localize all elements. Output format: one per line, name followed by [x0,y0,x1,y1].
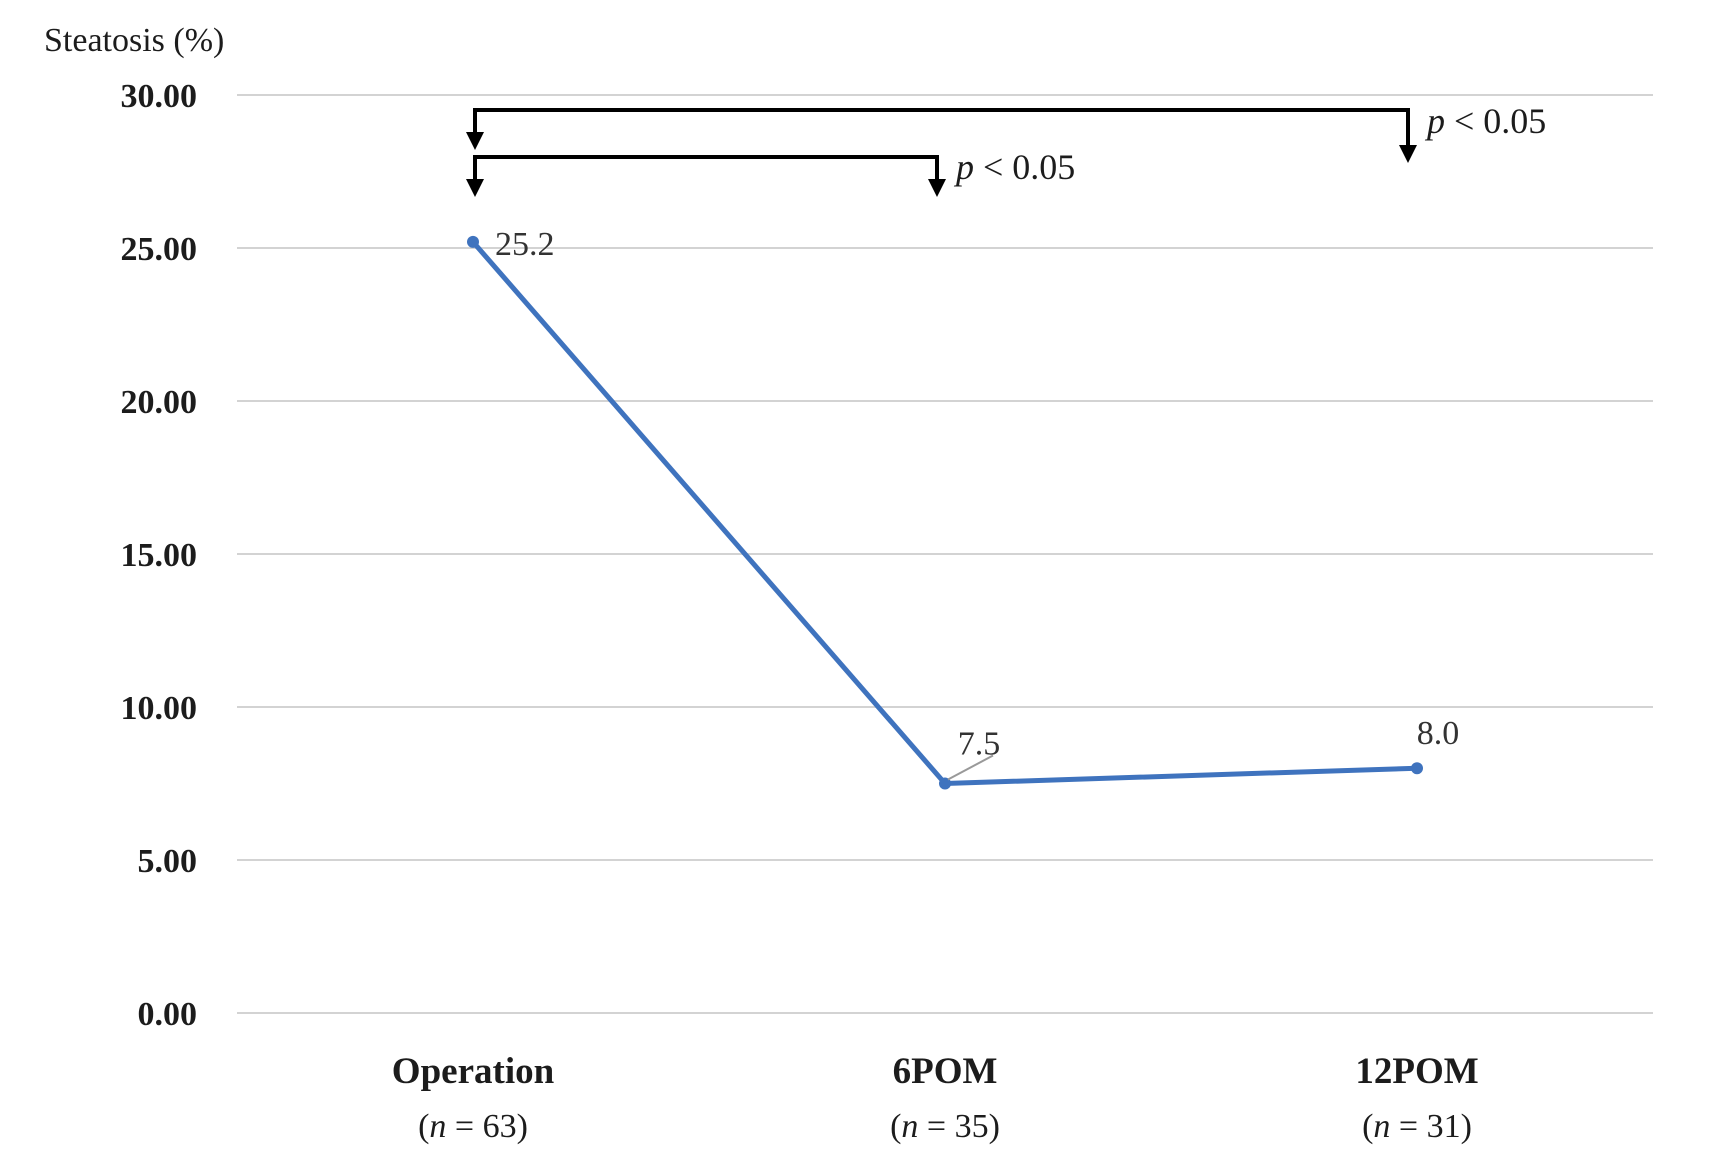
category-label: Operation [392,1051,555,1092]
gridlines [237,94,1653,1014]
y-tick-label: 5.00 [138,843,198,880]
p-value-label: p < 0.05 [953,147,1075,187]
category-label: 12POM [1355,1051,1478,1092]
category-n-label: (n = 63) [418,1108,528,1145]
y-tick-label: 25.00 [121,231,198,268]
significance-bracket: p < 0.05 [466,101,1546,163]
significance-bracket: p < 0.05 [466,147,1075,197]
arrowhead-down-icon [1399,145,1417,163]
arrowhead-down-icon [466,132,484,150]
data-point-label: 25.2 [495,226,555,263]
x-axis-category-labels: Operation (n = 63) 6POM (n = 35) 12POM (n = 3… [392,1051,1479,1145]
data-point [467,235,479,248]
data-label-leader-lines [947,754,994,781]
bracket-line [473,155,939,185]
y-axis-tick-labels: 0.00 5.00 10.00 15.00 20.00 25.00 30.00 [121,78,198,1033]
category-n-label: (n = 31) [1362,1108,1472,1145]
y-axis-title: Steatosis (%) [44,22,224,59]
y-tick-label: 0.00 [138,996,198,1033]
category-n-label: (n = 35) [890,1108,1000,1145]
y-tick-label: 20.00 [121,384,198,421]
data-point [1411,762,1423,775]
leader-line [947,754,994,781]
y-tick-label: 30.00 [121,78,198,115]
data-point-label: 7.5 [958,726,1001,763]
series-line [470,239,1420,786]
data-point-labels: 25.2 7.5 8.0 [495,226,1459,763]
y-tick-label: 15.00 [121,537,198,574]
significance-annotations: p < 0.05 p < 0.05 [466,101,1546,197]
bracket-line [473,108,1410,151]
data-point-label: 8.0 [1417,715,1460,752]
p-value-label: p < 0.05 [1424,101,1546,141]
data-point [939,777,951,790]
data-point-markers [467,235,1423,790]
arrowhead-down-icon [928,179,946,197]
arrowhead-down-icon [466,179,484,197]
y-tick-label: 10.00 [121,690,198,727]
category-label: 6POM [893,1051,998,1092]
